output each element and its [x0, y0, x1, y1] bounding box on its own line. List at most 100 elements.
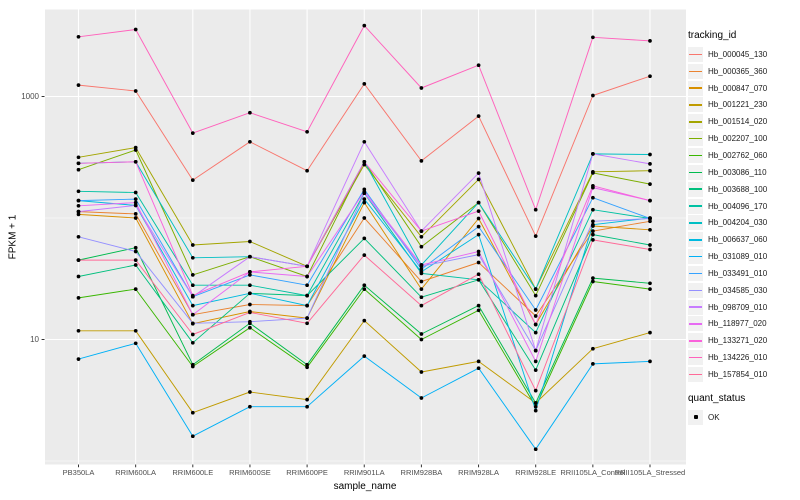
- data-point: [648, 162, 652, 166]
- legend-color-line: [689, 104, 702, 106]
- legend-color-line: [689, 272, 702, 275]
- data-point: [648, 216, 652, 221]
- data-point: [591, 279, 595, 284]
- data-point: [362, 236, 367, 241]
- data-point: [419, 263, 424, 267]
- legend-key: [688, 299, 703, 315]
- legend-item-label: Hb_001221_230: [708, 100, 768, 110]
- legend-key: [688, 249, 703, 265]
- data-point: [133, 245, 138, 250]
- legend-item-label: Hb_003086_110: [708, 167, 767, 177]
- data-point: [133, 148, 138, 152]
- y-tick-label: 1000: [21, 91, 39, 101]
- data-point: [190, 434, 195, 439]
- data-point: [362, 200, 367, 205]
- legend-color-line: [689, 171, 702, 174]
- data-point: [591, 183, 595, 188]
- legend-color-line: [689, 205, 702, 207]
- data-point: [133, 190, 138, 195]
- data-point: [591, 229, 595, 233]
- legend-item: Hb_004096_170: [688, 198, 798, 215]
- legend-color-line: [689, 87, 702, 89]
- legend-item-list: Hb_000045_130 Hb_000365_360 Hb_000847_070 H…: [688, 46, 798, 383]
- data-point: [362, 318, 367, 323]
- x-tick-label: RRII105LA_Control: [560, 468, 626, 477]
- legend-item: Hb_000847_070: [688, 80, 798, 97]
- data-point: [76, 296, 81, 300]
- data-point: [76, 234, 81, 239]
- data-point: [190, 131, 195, 135]
- legend-color-line: [689, 53, 702, 56]
- data-point: [533, 234, 538, 238]
- data-point: [591, 171, 595, 175]
- legend-item-label: Hb_157854_010: [708, 369, 768, 379]
- data-point: [476, 303, 481, 308]
- data-point: [533, 293, 538, 298]
- data-point: [305, 264, 309, 269]
- data-point: [76, 83, 81, 87]
- data-point: [362, 139, 367, 144]
- data-point: [76, 209, 81, 214]
- data-point: [533, 447, 538, 452]
- legend-item: Hb_157854_010: [688, 366, 798, 383]
- data-point: [190, 178, 195, 182]
- legend-item-label: Hb_000365_360: [708, 66, 768, 76]
- legend-item: Hb_033491_010: [688, 265, 798, 282]
- data-point: [476, 209, 481, 213]
- data-point: [76, 155, 81, 160]
- data-point: [190, 273, 195, 277]
- legend-color-line: [689, 188, 702, 190]
- data-point: [190, 312, 195, 317]
- data-point: [190, 243, 195, 247]
- legend-key: [688, 366, 703, 382]
- legend-key: [688, 181, 703, 197]
- data-point: [133, 263, 138, 267]
- legend-item-ok: OK: [688, 409, 798, 426]
- data-point: [133, 212, 138, 216]
- data-point: [648, 152, 652, 157]
- legend-key: [688, 131, 703, 147]
- legend-title-quant-status: quant_status: [688, 392, 746, 404]
- data-point: [419, 159, 424, 163]
- x-tick-label: RRIM928BA: [400, 468, 443, 477]
- data-point: [476, 200, 481, 205]
- data-point: [533, 330, 538, 335]
- data-point: [248, 319, 252, 324]
- data-point: [648, 219, 652, 224]
- data-point: [362, 189, 367, 194]
- data-point: [133, 27, 138, 32]
- x-tick-label: PB350LA: [62, 468, 95, 477]
- legend-color-line: [689, 222, 702, 224]
- data-point: [476, 171, 481, 175]
- data-point: [419, 267, 424, 271]
- legend-item-label: Hb_098709_010: [708, 302, 768, 312]
- data-point: [476, 216, 481, 221]
- data-point: [362, 82, 367, 86]
- legend-item-label: Hb_003688_100: [708, 184, 768, 194]
- legend-item: Hb_134226_010: [688, 349, 798, 366]
- legend-item-label: Hb_000045_130: [708, 49, 768, 59]
- legend-color-line: [689, 323, 702, 325]
- data-point: [648, 74, 652, 79]
- legend-item: Hb_000045_130: [688, 46, 798, 63]
- data-point: [76, 274, 81, 279]
- data-point: [190, 303, 195, 308]
- legend-key: [688, 63, 703, 79]
- legend-item-ok-label: OK: [708, 412, 720, 422]
- y-tick-label: 10: [30, 334, 39, 344]
- data-point: [648, 330, 652, 335]
- data-point: [190, 332, 195, 337]
- data-point: [190, 255, 195, 260]
- data-point: [190, 340, 195, 345]
- x-tick-label: RRIM901LA: [343, 468, 385, 477]
- data-point: [533, 401, 538, 405]
- legend-key: [688, 282, 703, 298]
- legend-item-label: Hb_004204_030: [708, 218, 768, 228]
- data-point: [533, 388, 538, 393]
- data-point: [591, 93, 595, 98]
- data-point: [362, 162, 367, 167]
- data-point: [591, 232, 595, 237]
- data-point: [76, 328, 81, 333]
- data-point: [419, 303, 424, 308]
- legend-item: Hb_118977_020: [688, 316, 798, 333]
